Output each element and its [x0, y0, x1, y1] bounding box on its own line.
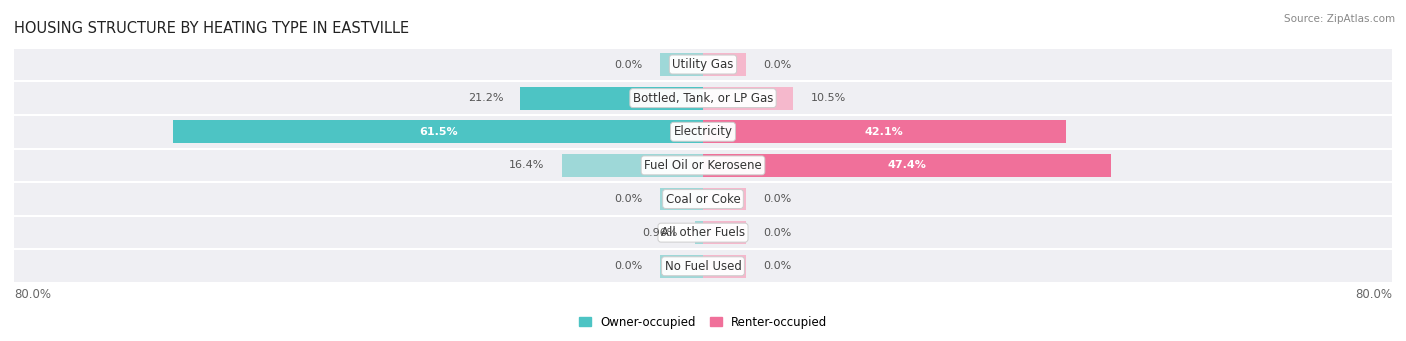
Text: 0.0%: 0.0% [763, 60, 792, 70]
Text: 80.0%: 80.0% [1355, 288, 1392, 301]
Text: 61.5%: 61.5% [419, 127, 457, 137]
Text: 0.0%: 0.0% [763, 228, 792, 238]
Bar [703, 154, 1111, 177]
Bar [659, 188, 703, 210]
Text: 0.0%: 0.0% [763, 194, 792, 204]
Text: 42.1%: 42.1% [865, 127, 904, 137]
Text: All other Fuels: All other Fuels [661, 226, 745, 239]
Bar [562, 154, 703, 177]
Bar [703, 255, 747, 278]
Bar [659, 255, 703, 278]
Bar [14, 250, 1392, 282]
Text: Bottled, Tank, or LP Gas: Bottled, Tank, or LP Gas [633, 92, 773, 105]
Bar [14, 183, 1392, 215]
Text: No Fuel Used: No Fuel Used [665, 260, 741, 273]
Bar [14, 150, 1392, 181]
Text: 0.0%: 0.0% [763, 261, 792, 271]
Bar [173, 120, 703, 143]
Bar [703, 53, 747, 76]
Legend: Owner-occupied, Renter-occupied: Owner-occupied, Renter-occupied [574, 311, 832, 334]
Bar [703, 188, 747, 210]
Text: 0.0%: 0.0% [614, 60, 643, 70]
Bar [703, 87, 793, 109]
Text: 16.4%: 16.4% [509, 160, 544, 170]
Text: 0.0%: 0.0% [614, 194, 643, 204]
Bar [14, 217, 1392, 249]
Text: 47.4%: 47.4% [887, 160, 927, 170]
Text: Coal or Coke: Coal or Coke [665, 193, 741, 206]
Bar [14, 82, 1392, 114]
Text: Electricity: Electricity [673, 125, 733, 138]
Text: Fuel Oil or Kerosene: Fuel Oil or Kerosene [644, 159, 762, 172]
Text: 0.0%: 0.0% [614, 261, 643, 271]
Bar [14, 49, 1392, 80]
Bar [659, 53, 703, 76]
Bar [520, 87, 703, 109]
Text: 21.2%: 21.2% [468, 93, 503, 103]
Bar [14, 116, 1392, 148]
Text: 0.96%: 0.96% [643, 228, 678, 238]
Text: Source: ZipAtlas.com: Source: ZipAtlas.com [1284, 14, 1395, 24]
Bar [695, 221, 703, 244]
Bar [703, 120, 1066, 143]
Text: 10.5%: 10.5% [811, 93, 846, 103]
Text: 80.0%: 80.0% [14, 288, 51, 301]
Text: Utility Gas: Utility Gas [672, 58, 734, 71]
Text: HOUSING STRUCTURE BY HEATING TYPE IN EASTVILLE: HOUSING STRUCTURE BY HEATING TYPE IN EAS… [14, 21, 409, 36]
Bar [703, 221, 747, 244]
